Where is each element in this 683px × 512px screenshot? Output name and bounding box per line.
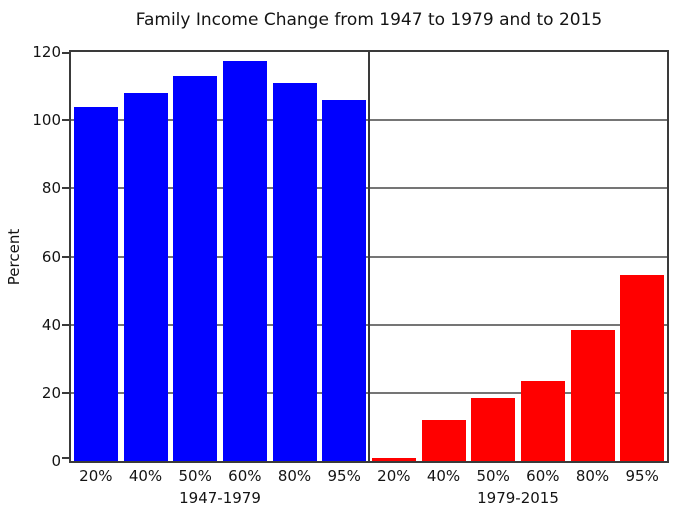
bar-1979-2015-20% (371, 457, 416, 461)
bar-1979-2015-80% (570, 329, 615, 461)
bar-1947-1979-80% (272, 82, 317, 461)
x-tick-label: 60% (228, 467, 262, 485)
x-tick-label: 80% (277, 467, 312, 485)
x-tick-label: 50% (178, 467, 212, 485)
subplot-divider (368, 52, 370, 461)
y-tick-label-0: 0 (51, 452, 61, 470)
chart-title: Family Income Change from 1947 to 1979 a… (135, 10, 603, 30)
bar-1947-1979-95% (322, 99, 367, 461)
bar-1979-2015-50% (471, 397, 516, 461)
y-tick-mark-20 (62, 391, 69, 394)
x-tick-label: 20% (79, 467, 113, 485)
y-tick-mark-120 (62, 52, 69, 54)
x-tick-label: 40% (426, 467, 461, 485)
x-tick-label: 95% (625, 467, 659, 485)
x-tick-label: 60% (526, 467, 560, 485)
bar-1979-2015-40% (421, 420, 466, 461)
y-tick-mark-40 (62, 323, 69, 326)
x-tick-label: 80% (575, 467, 610, 485)
y-tick-label-20: 20 (41, 383, 61, 402)
y-tick-label-100: 100 (32, 111, 61, 130)
y-tick-label-120: 120 (32, 43, 61, 61)
group-label-1947-1979: 1947-1979 (179, 489, 261, 507)
y-tick-mark-60 (62, 255, 69, 258)
y-tick-mark-0 (62, 457, 69, 459)
y-tick-label-40: 40 (41, 315, 61, 334)
plot-area: 20% 40% 50% 60% 80% 95% 1947-1979 20% 40% 50% 60% 8… (62, 50, 669, 507)
bar-1947-1979-50% (173, 75, 218, 461)
bar-1979-2015-60% (520, 380, 565, 461)
y-tick-label-60: 60 (41, 247, 61, 266)
y-tick-mark-100 (62, 119, 69, 122)
group-label-1979-2015: 1979-2015 (477, 489, 559, 507)
x-tick-label: 40% (128, 467, 163, 485)
y-tick-label-80: 80 (41, 179, 61, 198)
bar-1947-1979-20% (73, 106, 118, 461)
x-tick-label: 50% (476, 467, 510, 485)
y-tick-mark-80 (62, 187, 69, 190)
bar-1947-1979-40% (123, 92, 168, 461)
x-tick-label: 20% (377, 467, 411, 485)
bar-1947-1979-60% (222, 60, 267, 461)
x-tick-label: 95% (327, 467, 361, 485)
bar-1979-2015-95% (620, 275, 665, 461)
